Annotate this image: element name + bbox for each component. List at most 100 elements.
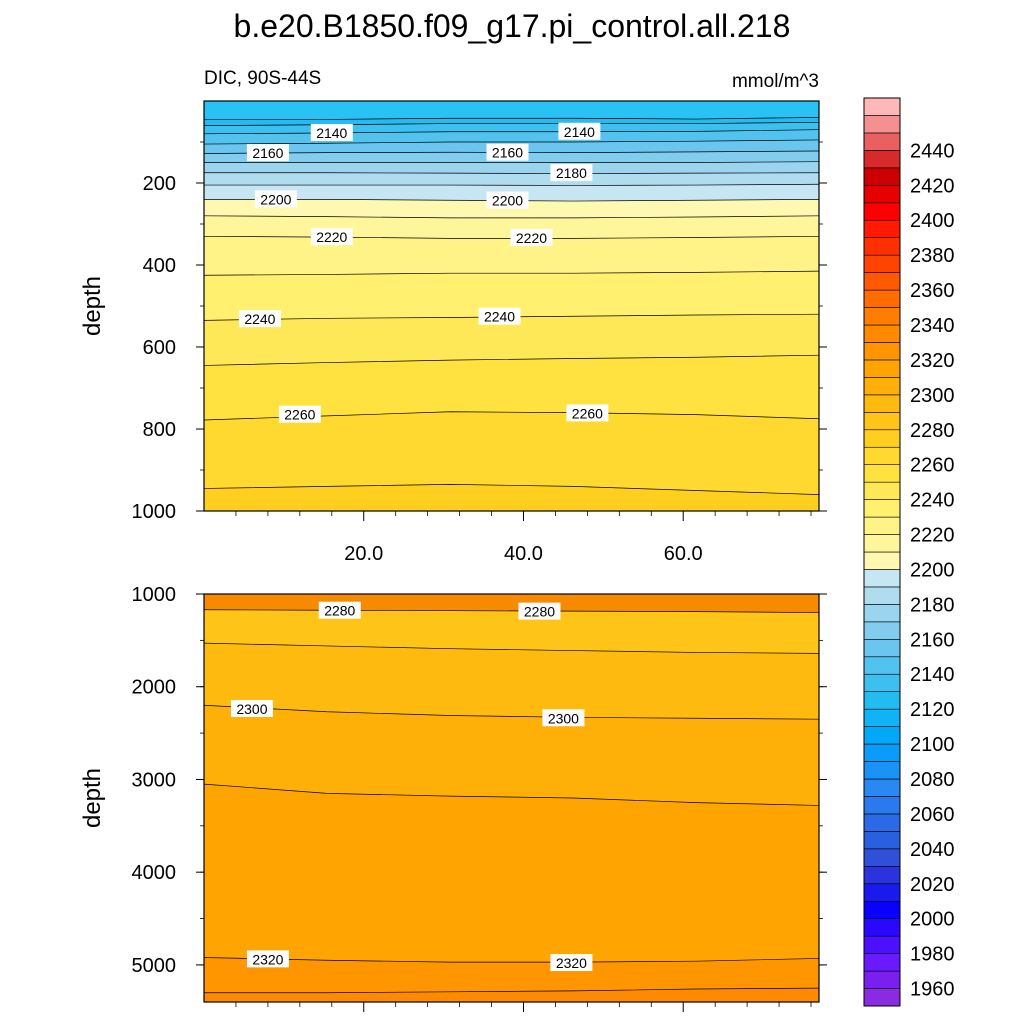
- colorbar-box: [863, 953, 901, 972]
- colorbar-frame: [863, 97, 901, 1007]
- contour-label: 2160: [246, 144, 289, 162]
- contour-label: 2160: [486, 143, 529, 161]
- contour-line-2290: [204, 642, 819, 654]
- svg-text:2260: 2260: [284, 407, 315, 423]
- colorbar-box: [863, 569, 901, 588]
- colorbar-box: [863, 185, 901, 204]
- colorbar-box: [863, 446, 901, 465]
- contour-line-2300: [204, 704, 819, 720]
- svg-text:2300: 2300: [236, 701, 267, 717]
- colorbar-box: [863, 673, 901, 692]
- colorbar-box: [863, 307, 901, 326]
- contour-line-2140: [204, 129, 819, 135]
- colorbar-tick-label: 2400: [910, 210, 955, 232]
- contour-line-2330: [204, 987, 819, 994]
- colorbar-box: [863, 918, 901, 937]
- colorbar-box: [863, 132, 901, 151]
- colorbar-box: [863, 429, 901, 448]
- colorbar-box: [863, 97, 901, 116]
- colorbar-tick-label: 2320: [910, 350, 955, 372]
- colorbar-box: [863, 866, 901, 885]
- ytick-label: 2000: [132, 677, 177, 699]
- svg-text:2140: 2140: [316, 125, 347, 141]
- ytick-label: 1000: [132, 501, 177, 523]
- svg-text:2280: 2280: [324, 603, 355, 619]
- contour-fill-2270: [204, 484, 819, 511]
- colorbar-tick-label: 2220: [910, 525, 955, 547]
- ytick-label: 5000: [132, 955, 177, 977]
- colorbar-box: [863, 726, 901, 745]
- colorbar-tick-label: 2440: [910, 140, 955, 162]
- contour-label: 2180: [550, 164, 593, 182]
- contour-line-2250: [204, 354, 819, 366]
- colorbar-box: [863, 743, 901, 762]
- colorbar-tick-label: 2200: [910, 559, 955, 581]
- colorbar-box: [863, 586, 901, 605]
- colorbar-tick-label: 2140: [910, 664, 955, 686]
- colorbar-box: [863, 621, 901, 640]
- colorbar-box: [863, 970, 901, 989]
- colorbar-tick-label: 2360: [910, 280, 955, 302]
- contour-line-2120: [204, 117, 819, 120]
- contour-label: 2220: [510, 228, 553, 246]
- colorbar-box: [863, 342, 901, 361]
- svg-text:2180: 2180: [556, 165, 587, 181]
- colorbar-tick-label: 2040: [910, 839, 955, 861]
- ytick-label: 600: [143, 337, 176, 359]
- svg-text:2320: 2320: [252, 951, 283, 967]
- contour-label: 2240: [238, 310, 281, 328]
- contour-line-2190: [204, 183, 819, 186]
- colorbar-box: [863, 464, 901, 483]
- xtick-label: 20.0: [344, 543, 383, 565]
- colorbar-box: [863, 831, 901, 850]
- contour-label: 2320: [246, 950, 289, 968]
- contour-line-2320: [204, 957, 819, 963]
- ytick-label: 400: [143, 255, 176, 277]
- svg-text:2200: 2200: [260, 191, 291, 207]
- colorbar-tick-label: 2000: [910, 909, 955, 931]
- svg-text:2200: 2200: [492, 193, 523, 209]
- svg-text:2220: 2220: [516, 230, 547, 246]
- plot-frame: [203, 593, 820, 1003]
- svg-text:2140: 2140: [564, 124, 595, 140]
- ytick-label: 800: [143, 419, 176, 441]
- contour-line-2280: [204, 609, 819, 613]
- colorbar-tick-label: 2280: [910, 420, 955, 442]
- chart-title: b.e20.B1850.f09_g17.pi_control.all.218: [234, 8, 791, 44]
- colorbar-box: [863, 551, 901, 570]
- colorbar-box: [863, 272, 901, 291]
- ytick-label: 4000: [132, 862, 177, 884]
- colorbar-box: [863, 237, 901, 256]
- colorbar-box: [863, 481, 901, 500]
- colorbar-box: [863, 289, 901, 308]
- colorbar-box: [863, 935, 901, 954]
- contour-line-2270: [204, 483, 819, 495]
- colorbar-box: [863, 202, 901, 221]
- colorbar-tick-label: 2300: [910, 385, 955, 407]
- colorbar-tick-label: 2420: [910, 175, 955, 197]
- y-axis-label: depth: [79, 276, 106, 336]
- colorbar-box: [863, 988, 901, 1007]
- colorbar-box: [863, 115, 901, 134]
- contour-line-2150: [204, 139, 819, 145]
- colorbar-tick-label: 2260: [910, 455, 955, 477]
- contour-label: 2140: [310, 123, 353, 141]
- colorbar-tick-label: 2160: [910, 629, 955, 651]
- svg-text:2220: 2220: [316, 229, 347, 245]
- colorbar-tick-label: 2020: [910, 874, 955, 896]
- colorbar-box: [863, 761, 901, 780]
- svg-text:2160: 2160: [492, 145, 523, 161]
- xtick-label: 60.0: [664, 543, 703, 565]
- contour-label: 2140: [558, 122, 601, 140]
- colorbar-box: [863, 883, 901, 902]
- contour-label: 2240: [478, 307, 521, 325]
- colorbar: 1960 1980 2000 2020 2040 2060 2080 2100 2120 2140…: [863, 97, 955, 1007]
- colorbar-box: [863, 394, 901, 413]
- colorbar-box: [863, 150, 901, 169]
- colorbar-box: [863, 778, 901, 797]
- svg-text:2320: 2320: [556, 955, 587, 971]
- colorbar-tick-label: 2060: [910, 804, 955, 826]
- ytick-label: 200: [143, 173, 176, 195]
- colorbar-box: [863, 656, 901, 675]
